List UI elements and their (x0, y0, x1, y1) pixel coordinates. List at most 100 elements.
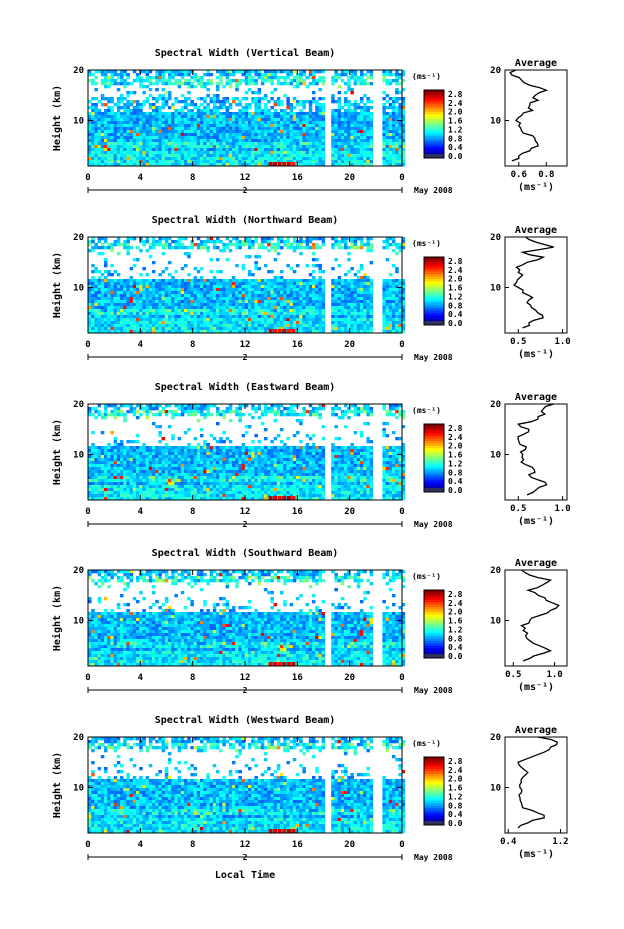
x-tick-label: 8 (190, 340, 195, 350)
colorbar-tick-label: 0.4 (448, 310, 463, 319)
x-tick-label: 0 (85, 173, 90, 183)
colorbar-tick-label: 2.4 (448, 266, 463, 275)
average-x-label: (ms⁻¹) (518, 349, 554, 360)
x-tick-label: 16 (292, 840, 303, 850)
colorbar-unit: (ms⁻¹) (412, 239, 441, 248)
colorbar-tick-label: 2.8 (448, 424, 463, 433)
colorbar-tick-label: 0.4 (448, 477, 463, 486)
x-tick-label: 20 (344, 840, 355, 850)
colorbar-tick-label: 1.6 (448, 284, 463, 293)
average-profile-line (520, 569, 560, 662)
beam-panel-0: Spectral Width (Vertical Beam)0 4 8 12 16 20 0… (51, 47, 568, 195)
colorbar-tick-label: 0.8 (448, 134, 463, 143)
colorbar-tick-label: 0.0 (448, 486, 463, 495)
panel-title: Spectral Width (Southward Beam) (152, 547, 339, 559)
x-tick-label: 0 (399, 173, 404, 183)
y-tick-label: 10 (73, 117, 84, 127)
average-x-label: (ms⁻¹) (518, 516, 554, 527)
average-x-tick-label: 0.5 (510, 337, 526, 347)
average-title: Average (515, 392, 557, 403)
x-tick-label: 8 (190, 840, 195, 850)
day-label: 2 (243, 853, 248, 862)
colorbar-tick-label: 0.4 (448, 143, 463, 152)
colorbar-tick-label: 2.8 (448, 90, 463, 99)
x-tick-label: 0 (399, 673, 404, 683)
date-label: May 2008 (414, 686, 453, 695)
average-x-tick-label: 1.0 (546, 670, 562, 680)
heatmap-cells (88, 737, 406, 834)
y-axis-label: Height (km) (51, 585, 63, 651)
colorbar-tick-label: 2.0 (448, 608, 463, 617)
colorbar-tick-label: 0.0 (448, 819, 463, 828)
x-tick-label: 20 (344, 173, 355, 183)
colorbar-tick-label: 1.2 (448, 125, 463, 134)
x-tick-label: 0 (85, 507, 90, 517)
x-tick-label: 12 (240, 173, 251, 183)
x-tick-label: 16 (292, 673, 303, 683)
colorbar-tick-label: 2.8 (448, 257, 463, 266)
y-axis-label: Height (km) (51, 752, 63, 818)
colorbar-tick-label: 0.4 (448, 810, 463, 819)
y-tick-label: 10 (73, 784, 84, 794)
x-tick-label: 0 (399, 507, 404, 517)
date-label: May 2008 (414, 853, 453, 862)
heatmap-cells (88, 570, 406, 667)
x-tick-label: 0 (85, 340, 90, 350)
colorbar-tick-label: 2.4 (448, 599, 463, 608)
y-tick-label: 20 (73, 233, 84, 243)
beam-panel-4: Spectral Width (Westward Beam)0 4 8 12 16 20 0… (51, 714, 569, 862)
average-y-tick-label: 10 (490, 284, 501, 294)
colorbar-unit: (ms⁻¹) (412, 572, 441, 581)
x-tick-label: 16 (292, 507, 303, 517)
average-y-tick-label: 20 (490, 566, 501, 576)
colorbar-tick-label: 1.6 (448, 617, 463, 626)
panel-title: Spectral Width (Vertical Beam) (155, 47, 336, 59)
average-x-tick-label: 0.6 (511, 170, 527, 180)
colorbar-tick-label: 2.8 (448, 590, 463, 599)
x-tick-label: 0 (85, 673, 90, 683)
colorbar-tick-label: 2.4 (448, 766, 463, 775)
colorbar-tick-label: 2.0 (448, 442, 463, 451)
colorbar-unit: (ms⁻¹) (412, 739, 441, 748)
average-title: Average (515, 225, 557, 236)
colorbar-tick-label: 0.8 (448, 468, 463, 477)
colorbar-tick-label: 2.4 (448, 99, 463, 108)
colorbar-unit: (ms⁻¹) (412, 406, 441, 415)
panel-title: Spectral Width (Eastward Beam) (155, 381, 336, 393)
average-y-tick-label: 10 (490, 451, 501, 461)
average-x-tick-label: 0.4 (500, 837, 517, 847)
average-x-tick-label: 0.5 (505, 670, 521, 680)
day-label: 2 (243, 520, 248, 529)
colorbar-tick-label: 1.6 (448, 451, 463, 460)
y-axis-label: Height (km) (51, 419, 63, 485)
y-tick-label: 10 (73, 617, 84, 627)
day-label: 2 (243, 686, 248, 695)
x-tick-label: 12 (240, 673, 251, 683)
colorbar-tick-label: 1.2 (448, 625, 463, 634)
colorbar-tick-label: 2.0 (448, 775, 463, 784)
colorbar (423, 423, 445, 493)
average-frame (504, 236, 568, 334)
x-tick-label: 16 (292, 340, 303, 350)
average-x-tick-label: 1.2 (552, 837, 568, 847)
x-tick-label: 16 (292, 173, 303, 183)
x-tick-label: 20 (344, 673, 355, 683)
panel-title: Spectral Width (Northward Beam) (152, 214, 339, 226)
colorbar-tick-label: 1.6 (448, 784, 463, 793)
colorbar-tick-label: 0.8 (448, 634, 463, 643)
x-tick-label: 4 (138, 173, 144, 183)
colorbar-tick-label: 0.8 (448, 801, 463, 810)
average-profile-line (509, 69, 549, 162)
colorbar (423, 756, 445, 826)
panel-title: Spectral Width (Westward Beam) (155, 714, 336, 726)
average-x-label: (ms⁻¹) (518, 182, 554, 193)
colorbar-tick-label: 1.2 (448, 792, 463, 801)
x-tick-label: 12 (240, 507, 251, 517)
average-title: Average (515, 58, 557, 69)
y-tick-label: 20 (73, 400, 84, 410)
date-label: May 2008 (414, 520, 453, 529)
heatmap-cells (88, 70, 406, 167)
colorbar-tick-label: 2.8 (448, 757, 463, 766)
average-y-tick-label: 20 (490, 733, 501, 743)
